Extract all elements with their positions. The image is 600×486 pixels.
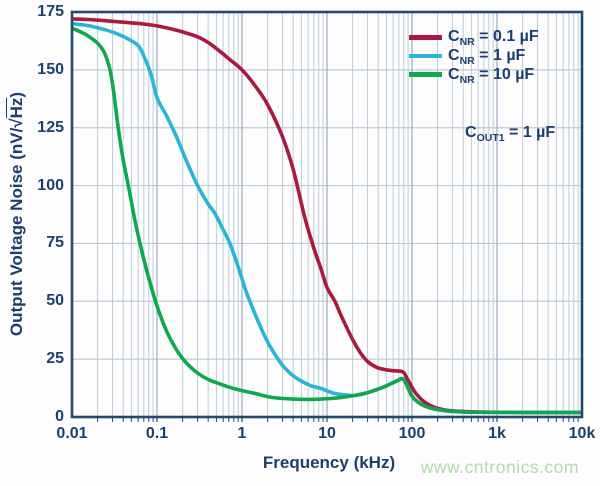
y-axis-title-sqrt-hz: Hz (7, 97, 26, 119)
x-tick-label-10: 10 (318, 425, 336, 442)
legend-label-cnr-1uf: CNR = 1 µF (448, 47, 526, 68)
y-tick-label-50: 50 (46, 292, 64, 310)
legend-item-cnr-0p1uf: CNR = 0.1 µF (409, 28, 539, 49)
annotation-rest: = 1 µF (504, 124, 556, 141)
legend-label-cnr-10uf: CNR = 10 µF (448, 65, 535, 86)
y-axis-title: Output Voltage Noise (nV/√Hz) (7, 92, 27, 336)
curve-cnr-0p1uf (71, 17, 582, 415)
y-tick-label-150: 150 (37, 60, 64, 78)
legend-swatch-cnr-10uf (409, 72, 442, 77)
legend-item-cnr-1uf: CNR = 1 µF (409, 47, 539, 66)
legend-swatch-cnr-0p1uf (409, 35, 442, 40)
cout1-annotation: COUT1 = 1 µF (465, 124, 556, 145)
legend-label-cnr-0p1uf: CNR = 0.1 µF (448, 28, 539, 49)
y-tick-label-75: 75 (46, 234, 64, 252)
legend-swatch-cnr-1uf (409, 53, 442, 59)
y-tick-label-125: 125 (37, 118, 64, 136)
x-tick-label-10k: 10k (568, 425, 596, 442)
x-tick-label-100: 100 (398, 425, 426, 442)
y-axis-title-close: ) (7, 91, 26, 98)
y-tick-label-0: 0 (55, 408, 64, 425)
x-tick-label-1: 1 (237, 425, 247, 442)
x-tick-label-1k: 1k (488, 425, 506, 442)
x-axis-title: Frequency (kHz) (262, 453, 396, 472)
annotation-pre: C (465, 124, 477, 141)
annotation-sub: OUT1 (476, 132, 505, 145)
y-tick-label-25: 25 (46, 350, 64, 368)
y-tick-label-100: 100 (37, 176, 64, 194)
legend: CNR = 0.1 µF CNR = 1 µF CNR = 10 µF (409, 28, 539, 86)
y-axis-title-text: Output Voltage Noise (nV/√ (7, 118, 26, 337)
watermark: www.cntronics.com (420, 457, 579, 477)
x-tick-label-0.01: 0.01 (56, 425, 88, 442)
x-tick-label-0.1: 0.1 (145, 425, 169, 442)
y-tick-label-175: 175 (37, 3, 64, 20)
plot-frame (70, 10, 584, 419)
legend-item-cnr-10uf: CNR = 10 µF (409, 65, 539, 86)
curve-cnr-10uf (71, 26, 582, 415)
